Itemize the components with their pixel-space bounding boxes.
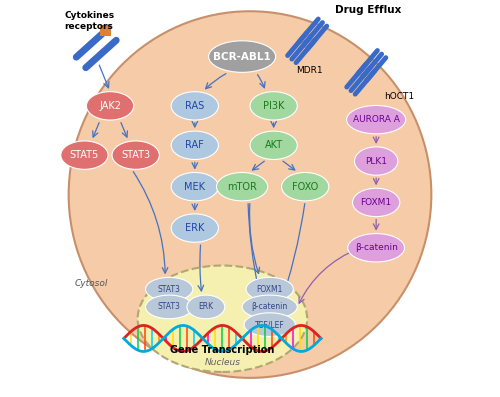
Text: PI3K: PI3K — [263, 101, 284, 111]
Text: mTOR: mTOR — [227, 182, 257, 192]
Ellipse shape — [348, 233, 405, 262]
Ellipse shape — [112, 141, 160, 170]
Text: β-catenin: β-catenin — [354, 243, 398, 252]
Text: STAT5: STAT5 — [70, 150, 99, 160]
Ellipse shape — [246, 278, 294, 301]
Text: ERK: ERK — [198, 303, 214, 311]
Ellipse shape — [68, 11, 432, 378]
Text: Cytokines
receptors: Cytokines receptors — [64, 11, 115, 31]
Ellipse shape — [86, 92, 134, 120]
Text: AKT: AKT — [264, 140, 282, 150]
Ellipse shape — [138, 266, 307, 372]
Ellipse shape — [352, 188, 400, 217]
Text: ERK: ERK — [185, 223, 204, 233]
Text: FOXO: FOXO — [292, 182, 318, 192]
Text: JAK2: JAK2 — [99, 101, 121, 111]
Bar — [100, 25, 110, 36]
Ellipse shape — [282, 172, 329, 201]
Ellipse shape — [171, 131, 218, 160]
Ellipse shape — [216, 172, 268, 201]
Text: TCF/LEF: TCF/LEF — [255, 320, 284, 329]
Text: Nucleus: Nucleus — [204, 358, 240, 366]
Text: FOXM1: FOXM1 — [360, 198, 392, 207]
Text: BCR-ABL1: BCR-ABL1 — [213, 52, 271, 62]
Ellipse shape — [146, 278, 193, 301]
Ellipse shape — [171, 214, 218, 242]
Ellipse shape — [250, 131, 298, 160]
Text: STAT3: STAT3 — [158, 303, 180, 311]
Ellipse shape — [61, 141, 108, 170]
Ellipse shape — [146, 295, 193, 319]
Ellipse shape — [354, 147, 398, 175]
Ellipse shape — [250, 92, 298, 120]
Ellipse shape — [171, 92, 218, 120]
Text: hOCT1: hOCT1 — [384, 92, 414, 101]
Text: Gene Transcription: Gene Transcription — [170, 345, 274, 355]
Text: STAT3: STAT3 — [121, 150, 150, 160]
Text: STAT3: STAT3 — [158, 285, 180, 294]
Text: Drug Efflux: Drug Efflux — [335, 5, 402, 15]
Text: RAF: RAF — [186, 140, 204, 150]
Ellipse shape — [244, 313, 296, 337]
Text: Cytosol: Cytosol — [74, 279, 108, 288]
Text: PLK1: PLK1 — [365, 156, 387, 166]
Ellipse shape — [242, 295, 298, 319]
Ellipse shape — [346, 106, 406, 134]
Text: FOXM1: FOXM1 — [256, 285, 283, 294]
Ellipse shape — [171, 172, 218, 201]
Ellipse shape — [187, 295, 225, 319]
Text: MDR1: MDR1 — [296, 66, 322, 75]
Text: MEK: MEK — [184, 182, 206, 192]
Text: RAS: RAS — [185, 101, 204, 111]
Text: β-catenin: β-catenin — [252, 303, 288, 311]
Text: AURORA A: AURORA A — [352, 115, 400, 124]
Ellipse shape — [208, 41, 276, 72]
